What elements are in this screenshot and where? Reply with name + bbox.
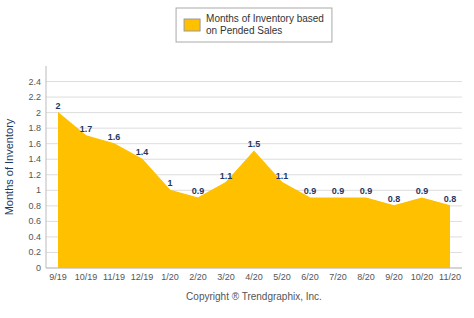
data-label: 0.9 bbox=[416, 186, 429, 196]
x-tick-label: 9/20 bbox=[385, 272, 403, 282]
y-tick-label: 2.2 bbox=[28, 92, 41, 102]
data-label: 1.1 bbox=[220, 171, 233, 181]
x-axis-line bbox=[46, 268, 462, 269]
x-tick-label: 7/20 bbox=[329, 272, 347, 282]
x-axis-label: Copyright ® Trendgraphix, Inc. bbox=[186, 291, 322, 302]
legend-label-line: on Pended Sales bbox=[206, 25, 282, 36]
data-label: 1.6 bbox=[108, 132, 121, 142]
x-tick-label: 4/20 bbox=[245, 272, 263, 282]
line bbox=[58, 113, 450, 206]
data-label: 0.9 bbox=[332, 186, 345, 196]
data-label: 1.5 bbox=[248, 139, 261, 149]
x-tick-label: 8/20 bbox=[357, 272, 375, 282]
x-tick-label: 10/20 bbox=[411, 272, 434, 282]
y-tick-label: 1 bbox=[36, 185, 41, 195]
grid-line bbox=[46, 81, 462, 82]
data-label: 0.8 bbox=[444, 194, 457, 204]
y-tick-label: 1.6 bbox=[28, 139, 41, 149]
data-label: 0.9 bbox=[360, 186, 373, 196]
y-tick-label: 0.4 bbox=[28, 232, 41, 242]
x-tick-label: 9/19 bbox=[49, 272, 67, 282]
grid-line bbox=[46, 112, 462, 113]
data-label: 2 bbox=[55, 101, 60, 111]
y-tick-label: 0.8 bbox=[28, 201, 41, 211]
legend-swatch bbox=[184, 19, 200, 31]
x-tick-label: 3/20 bbox=[217, 272, 235, 282]
x-tick-label: 5/20 bbox=[273, 272, 291, 282]
area bbox=[58, 113, 450, 268]
y-tick-label: 2 bbox=[36, 108, 41, 118]
data-label: 0.8 bbox=[388, 194, 401, 204]
legend-frame bbox=[176, 8, 332, 42]
x-tick-label: 11/20 bbox=[439, 272, 461, 282]
y-axis-label: Months of Inventory bbox=[3, 118, 15, 215]
y-axis-line bbox=[46, 66, 47, 268]
chart: 0 0.2 0.4 0.6 0.8 1 1.2 1.4 1.6 1.8 2 2.2 2.4 9/19 10/… bbox=[0, 0, 474, 318]
y-tick-label: 0.6 bbox=[28, 216, 41, 226]
x-tick-label: 12/19 bbox=[131, 272, 154, 282]
y-tick-label: 0 bbox=[36, 263, 41, 273]
y-tick-label: 0.2 bbox=[28, 247, 41, 257]
grid-line bbox=[46, 128, 462, 129]
legend-label-line: Months of Inventory based bbox=[206, 13, 324, 24]
legend: Months of Inventory basedon Pended Sales bbox=[176, 8, 332, 42]
y-tick-label: 2.4 bbox=[28, 77, 41, 87]
data-label: 0.9 bbox=[304, 186, 317, 196]
grid-line bbox=[46, 97, 462, 98]
data-label: 1.7 bbox=[80, 124, 93, 134]
data-label: 0.9 bbox=[192, 186, 205, 196]
y-tick-label: 1.8 bbox=[28, 123, 41, 133]
x-tick-label: 2/20 bbox=[189, 272, 207, 282]
x-tick-label: 1/20 bbox=[161, 272, 179, 282]
y-tick-label: 1.2 bbox=[28, 170, 41, 180]
legend-label: Months of Inventory basedon Pended Sales bbox=[206, 13, 324, 36]
x-tick-label: 10/19 bbox=[75, 272, 98, 282]
data-label: 1 bbox=[167, 178, 172, 188]
y-tick-label: 1.4 bbox=[28, 154, 41, 164]
data-label: 1.1 bbox=[276, 171, 289, 181]
x-tick-label: 6/20 bbox=[301, 272, 319, 282]
x-tick-label: 11/19 bbox=[103, 272, 125, 282]
grid-line bbox=[46, 268, 462, 269]
plot-area bbox=[58, 113, 450, 268]
data-label: 1.4 bbox=[136, 147, 149, 157]
